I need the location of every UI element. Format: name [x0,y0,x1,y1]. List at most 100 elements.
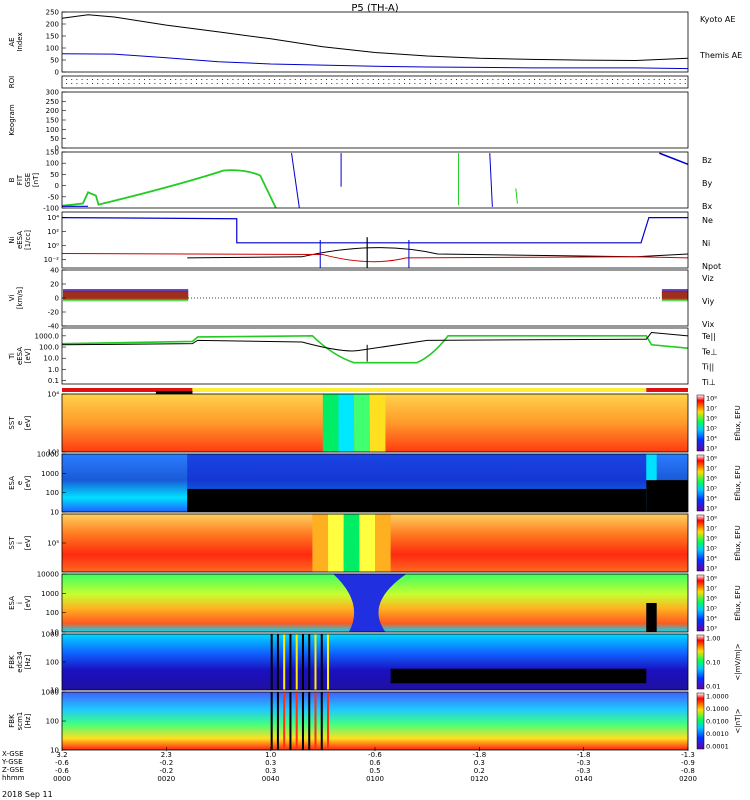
roi-dot [591,83,593,84]
colorbar [696,394,705,452]
x-tick-label: 0200 [679,775,697,783]
roi-dot [196,83,197,84]
roi-dot [445,83,447,84]
y-axis-label: i [16,542,24,544]
x-tick-label: -1.8 [577,751,591,759]
roi-dot [310,79,312,80]
roi-dot [388,79,390,80]
roi-dot [227,83,229,84]
roi-dot [638,79,639,80]
roi-dot [294,79,296,80]
roi-dot [268,83,270,84]
y-tick-label: 50 [50,57,59,65]
roi-dot [274,83,275,84]
y-axis-label: Ti [8,353,16,360]
roi-dot [274,79,275,80]
roi-dot [300,83,301,84]
y-axis-label: eESA [16,231,24,249]
roi-dot [159,83,161,84]
roi-dot [648,79,650,80]
roi-dot [398,83,400,84]
colorbar [696,634,705,690]
roi-dot [112,83,114,84]
roi-dot [528,79,530,80]
roi-dot [289,83,291,84]
mode-bar-segment [62,388,193,392]
roi-dot [502,79,504,80]
roi-dot [664,83,665,84]
roi-dot [305,83,307,84]
y-tick-label: 10.0 [43,355,59,363]
roi-dot [336,83,338,84]
roi-dot [341,83,343,84]
roi-dot [128,79,130,80]
roi-dot [679,79,681,80]
y-tick-label: -50 [48,193,59,201]
roi-dot [653,79,655,80]
roi-dot [180,83,182,84]
legend-entry: Npot [702,262,721,271]
roi-dot [118,79,119,80]
roi-dot [622,83,624,84]
axis-row-label: hhmm [2,774,25,782]
roi-dot [565,79,567,80]
roi-dot [206,83,208,84]
bx-trace [291,153,300,209]
roi-dot [554,83,556,84]
colorbar-tick: 10⁴ [706,615,717,623]
vi-noise-band [661,290,688,300]
colorbar-tick: 10⁷ [706,405,717,413]
roi-dot [456,83,457,84]
roi-dot [388,83,390,84]
roi-dot [237,79,239,80]
y-tick-label: 0 [55,295,59,303]
y-tick-label: 200 [46,21,59,29]
y-axis-label: Index [16,32,24,51]
legend-entry: Bz [702,156,712,165]
y-tick-label: 10⁰ [47,242,59,250]
roi-dot [664,79,665,80]
roi-dot [554,79,556,80]
chart-title: P5 (TH-A) [351,3,398,14]
y-tick-label: 100 [46,160,59,168]
roi-dot [632,79,634,80]
y-tick-label: 10³ [47,449,59,457]
colorbar-tick: 10⁶ [706,535,717,543]
roi-dot [331,83,333,84]
x-tick-label: 0020 [157,775,175,783]
roi-dot [320,79,322,80]
roi-dot [144,83,145,84]
roi-dot [534,83,535,84]
roi-dot [190,79,192,80]
roi-dot [601,83,603,84]
roi-dot [617,79,619,80]
legend-entry: Bx [702,202,712,211]
roi-dot [580,83,582,84]
roi-dot [346,79,348,80]
roi-dot [107,79,109,80]
spectrogram-band [283,692,286,750]
colorbar-tick: 10³ [706,625,717,633]
colorbar-tick: 10⁷ [706,585,717,593]
y-axis-label: e [16,421,24,425]
roi-dot [679,83,681,84]
legend-entry: By [702,179,712,188]
y-tick-label: 0.1 [48,377,59,385]
roi-dot [201,83,203,84]
legend-entry: Themis AE [699,51,742,60]
roi-dot [539,79,541,80]
roi-dot [502,83,504,84]
roi-dot [71,79,73,80]
roi-dot [549,83,551,84]
colorbar [696,574,705,632]
x-tick-label: -0.3 [577,767,591,775]
roi-dot [336,79,338,80]
y-tick-label: 150 [46,33,59,41]
spectrogram-band [289,634,292,690]
y-axis-label: [eV] [24,415,32,430]
roi-dot [138,83,140,84]
roi-dot [357,79,359,80]
roi-dot [492,79,494,80]
roi-dot [372,83,374,84]
x-tick-label: -0.6 [368,751,382,759]
